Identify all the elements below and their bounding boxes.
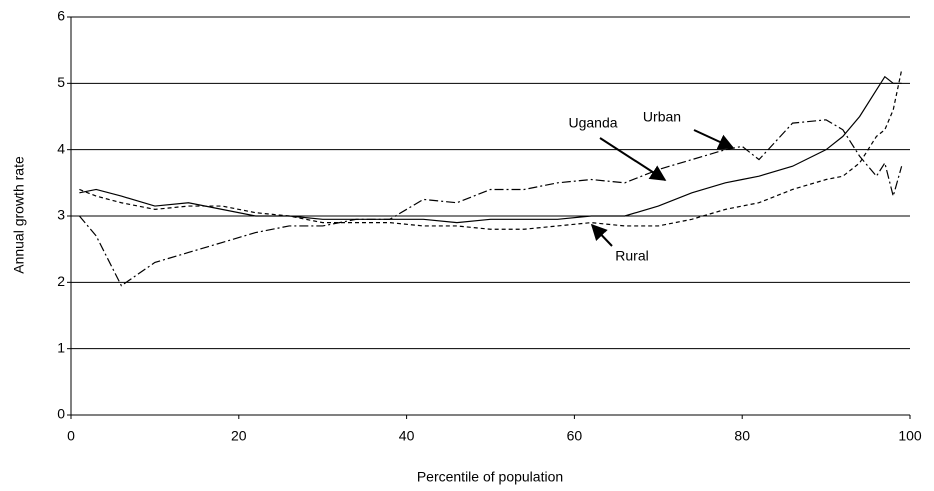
series-line bbox=[79, 75, 902, 224]
y-tick-label: 6 bbox=[57, 8, 65, 24]
x-axis-label: Percentile of population bbox=[417, 469, 563, 485]
series-line bbox=[78, 119, 903, 287]
series-line bbox=[79, 69, 903, 230]
y-tick-label: 1 bbox=[57, 339, 65, 355]
annotation-arrow bbox=[599, 137, 667, 181]
x-tick-label: 0 bbox=[67, 428, 75, 444]
y-tick-label: 4 bbox=[57, 140, 65, 156]
x-tick-label: 40 bbox=[399, 428, 415, 444]
y-tick-label: 5 bbox=[57, 74, 65, 90]
y-tick-label: 3 bbox=[57, 207, 65, 223]
x-tick-label: 60 bbox=[567, 428, 583, 444]
legend-label: Urban bbox=[643, 109, 681, 125]
x-tick-label: 20 bbox=[231, 428, 247, 444]
x-tick-label: 80 bbox=[734, 428, 750, 444]
y-axis-label: Annual growth rate bbox=[11, 156, 27, 274]
annotation-arrow bbox=[693, 129, 735, 150]
x-tick-label: 100 bbox=[898, 428, 922, 444]
legend-label: Rural bbox=[615, 248, 648, 264]
y-tick-label: 0 bbox=[57, 406, 65, 422]
y-tick-label: 2 bbox=[57, 273, 65, 289]
annotation-arrow bbox=[590, 223, 613, 247]
legend-label: Uganda bbox=[568, 115, 617, 131]
